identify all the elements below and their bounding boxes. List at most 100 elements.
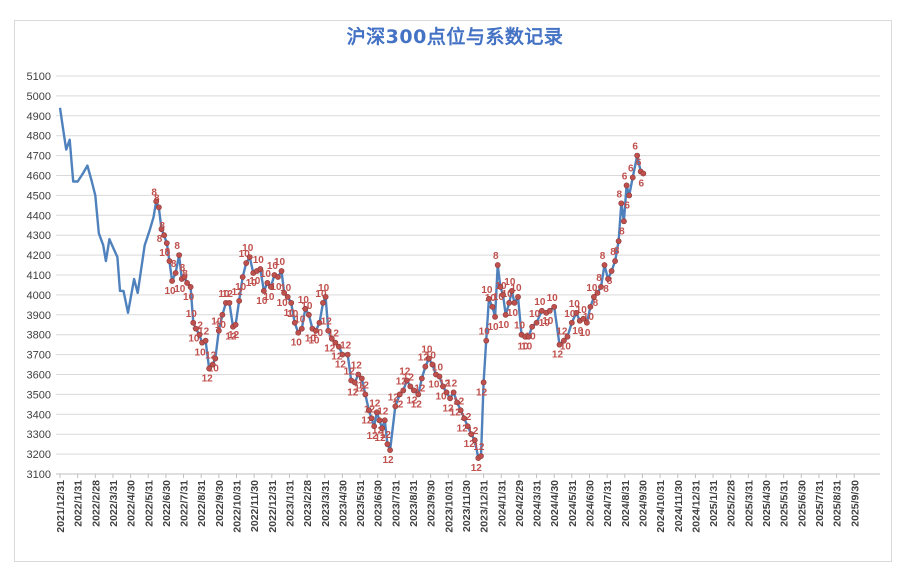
data-point xyxy=(450,389,457,396)
data-label: 12 xyxy=(344,366,356,377)
data-label: 12 xyxy=(382,455,394,466)
data-label: 12 xyxy=(351,361,363,372)
x-tick-label: 2024/7/31 xyxy=(602,480,614,527)
x-tick-label: 2025/5/31 xyxy=(779,480,791,527)
x-tick-label: 2023/7/31 xyxy=(390,480,402,527)
data-markers xyxy=(153,152,647,461)
x-tick-label: 2023/12/31 xyxy=(479,480,491,533)
data-label: 6 xyxy=(636,158,642,169)
x-tick-label: 2024/11/30 xyxy=(673,480,685,532)
data-label: 10 xyxy=(479,327,491,338)
data-point xyxy=(457,407,464,414)
data-point xyxy=(169,278,175,284)
data-label: 10 xyxy=(572,326,584,337)
x-tick-label: 2023/2/28 xyxy=(302,480,314,527)
y-tick-label: 4600 xyxy=(27,171,51,183)
data-point xyxy=(268,284,274,290)
x-tick-label: 2022/12/31 xyxy=(267,480,279,533)
data-point xyxy=(381,417,388,424)
y-tick-label: 4400 xyxy=(27,210,51,222)
data-point xyxy=(184,280,190,286)
data-point xyxy=(351,379,358,386)
x-tick-label: 2025/8/31 xyxy=(832,480,844,527)
data-point xyxy=(373,409,380,416)
data-point xyxy=(264,280,271,286)
data-point xyxy=(615,238,622,245)
data-point xyxy=(478,453,484,459)
data-point xyxy=(429,361,436,368)
data-label: 12 xyxy=(324,344,336,355)
data-point xyxy=(335,343,342,350)
data-point xyxy=(533,319,540,326)
data-label: 12 xyxy=(375,433,387,444)
y-tick-label: 4500 xyxy=(27,190,51,202)
x-tick-label: 2025/2/28 xyxy=(726,480,738,527)
data-point xyxy=(529,323,536,330)
data-point xyxy=(440,383,446,390)
data-point xyxy=(387,447,393,454)
chart-frame xyxy=(14,20,892,562)
data-label: 8 xyxy=(603,284,609,295)
data-point xyxy=(506,299,513,306)
data-label: 10 xyxy=(315,289,327,300)
data-label: 8 xyxy=(151,187,157,198)
y-tick-label: 3600 xyxy=(27,370,51,382)
x-tick-label: 2025/1/31 xyxy=(708,480,720,527)
data-label: 10 xyxy=(504,277,516,288)
data-label: 8 xyxy=(157,234,163,245)
data-point xyxy=(561,337,567,344)
data-point xyxy=(196,331,203,338)
x-tick-label: 2024/3/31 xyxy=(532,480,544,527)
data-label: 10 xyxy=(498,320,510,331)
x-tick-label: 2023/6/30 xyxy=(373,480,385,527)
data-label: 10 xyxy=(488,322,500,333)
data-point xyxy=(344,351,351,358)
data-label: 10 xyxy=(186,309,198,320)
data-point xyxy=(193,325,199,332)
x-tick-label: 2024/1/31 xyxy=(496,480,508,527)
data-label: 8 xyxy=(614,246,620,257)
data-label: 12 xyxy=(403,372,415,383)
data-point xyxy=(226,299,233,306)
data-point xyxy=(153,198,160,205)
data-point xyxy=(161,232,168,239)
data-point xyxy=(483,337,490,344)
y-tick-label: 3800 xyxy=(27,330,51,342)
data-point xyxy=(573,309,580,316)
data-label: 12 xyxy=(471,463,483,474)
data-label: 8 xyxy=(165,247,171,258)
data-point xyxy=(629,174,636,181)
data-label: 6 xyxy=(622,171,628,182)
data-label: 10 xyxy=(507,308,519,319)
x-tick-label: 2024/6/30 xyxy=(585,480,597,527)
data-label: 12 xyxy=(388,392,400,403)
data-label: 12 xyxy=(331,352,343,363)
data-label: 12 xyxy=(367,431,379,442)
x-tick-label: 2023/1/31 xyxy=(284,480,296,527)
data-label: 10 xyxy=(547,293,559,304)
x-tick-label: 2022/5/31 xyxy=(143,480,155,527)
data-label: 10 xyxy=(195,348,207,359)
data-label: 10 xyxy=(291,338,303,349)
data-label: 12 xyxy=(228,330,240,341)
data-label: 10 xyxy=(183,292,195,303)
data-point xyxy=(355,371,362,378)
data-point xyxy=(339,351,346,358)
data-label: 12 xyxy=(369,398,381,409)
y-tick-label: 4300 xyxy=(27,230,51,242)
data-label: 12 xyxy=(414,383,426,394)
data-point xyxy=(461,415,468,422)
data-label: 12 xyxy=(396,376,408,387)
data-point xyxy=(425,355,432,362)
data-label: 10 xyxy=(239,249,251,260)
data-label: 10 xyxy=(481,285,493,296)
data-point xyxy=(362,391,369,398)
data-label: 10 xyxy=(312,328,324,339)
series-line xyxy=(58,107,645,460)
data-label: 10 xyxy=(510,283,522,294)
data-label: 12 xyxy=(476,387,488,398)
data-point xyxy=(243,260,250,266)
x-tick-label: 2025/6/30 xyxy=(796,480,808,527)
data-label: 8 xyxy=(616,189,622,200)
data-label: 12 xyxy=(446,378,458,389)
